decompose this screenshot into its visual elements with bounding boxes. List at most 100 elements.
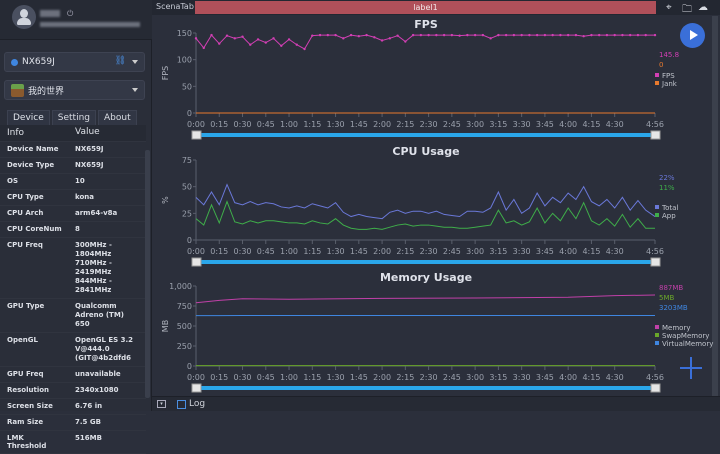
data-point [218,42,220,44]
x-tick-label: 4:15 [582,373,600,382]
android-icon [11,59,18,66]
chart-title: CPU Usage [392,145,459,158]
x-tick-label: 3:45 [536,247,554,256]
row-key: CPU Arch [0,206,72,221]
slider-handle-right[interactable] [651,384,660,392]
y-tick-label: 1,000 [169,282,192,291]
x-tick-label: 4:30 [606,373,624,382]
data-point [654,34,656,36]
x-tick-label: 0:15 [210,373,228,382]
x-tick-label: 4:56 [646,120,664,129]
legend-label: Jank [661,80,678,88]
row-key: Resolution [0,383,72,398]
x-tick-label: 0:00 [187,373,205,382]
data-point [528,34,530,36]
slider-handle-right[interactable] [651,258,660,266]
y-axis-label: % [161,196,170,204]
data-point [544,34,546,36]
data-point [249,44,251,46]
time-range-slider[interactable] [196,260,655,264]
x-tick-label: 1:15 [303,373,321,382]
data-point [195,37,197,39]
user-box: ⏻ [0,0,152,40]
legend-label: Total [661,204,678,212]
data-point [536,34,538,36]
x-tick-label: 4:30 [606,120,624,129]
data-point [621,34,623,36]
row-value: 516MB [72,431,138,453]
data-point [272,37,274,39]
slider-handle-left[interactable] [192,384,201,392]
x-tick-label: 1:15 [303,247,321,256]
data-point [365,34,367,36]
y-tick-label: 75 [182,156,192,165]
app-name: 我的世界 [28,84,64,97]
slider-handle-right[interactable] [651,131,660,139]
x-tick-label: 3:45 [536,120,554,129]
x-tick-label: 3:00 [466,373,484,382]
table-header: Info Value [0,125,146,142]
y-tick-label: 25 [182,209,192,218]
time-range-slider[interactable] [196,133,655,137]
y-tick-label: 750 [177,302,192,311]
data-point [613,34,615,36]
series-line-total [196,185,655,219]
device-dropdown[interactable]: NX659J ⛓ [4,52,145,72]
tab-setting[interactable]: Setting [52,110,96,125]
log-checkbox[interactable] [177,400,186,409]
data-point [404,40,406,42]
row-value: 7.5 GB [72,415,138,430]
data-point [520,34,522,36]
x-tick-label: 3:45 [536,373,554,382]
data-point [319,34,321,36]
slider-handle-left[interactable] [192,131,201,139]
y-tick-label: 500 [177,322,192,331]
data-point [513,34,515,36]
x-tick-label: 2:00 [373,247,391,256]
row-value: 6.76 in [72,399,138,414]
series-line-app [196,202,655,230]
link-icon[interactable]: ⛓ [115,56,126,66]
tab-device[interactable]: Device [7,110,50,125]
slider-handle-left[interactable] [192,258,201,266]
row-value: NX659J [72,142,138,157]
y-axis-label: FPS [161,66,170,81]
x-tick-label: 1:45 [350,247,368,256]
power-icon[interactable]: ⏻ [67,9,73,19]
data-point [567,34,569,36]
data-point [396,34,398,36]
x-tick-label: 1:45 [350,120,368,129]
data-point [458,34,460,36]
time-range-slider[interactable] [196,386,655,390]
chart-title: FPS [414,18,438,31]
tab-about[interactable]: About [98,110,137,125]
row-key: Ram Size [0,415,72,430]
left-scrollbar[interactable] [145,150,150,398]
y-tick-label: 0 [187,109,192,118]
app-dropdown[interactable]: 我的世界 [4,80,145,100]
row-key: OS [0,174,72,189]
avatar[interactable] [12,5,36,29]
legend-swatch [655,341,659,345]
y-tick-label: 100 [177,56,192,65]
data-point [598,34,600,36]
row-key: GPU Type [0,299,72,332]
row-value: unavailable [72,367,138,382]
chevron-down-icon [132,60,138,64]
data-point [443,34,445,36]
collapse-button[interactable]: ▾ [157,400,166,408]
y-tick-label: 250 [177,342,192,351]
row-value: Qualcomm Adreno (TM) 650 [72,299,138,332]
x-tick-label: 1:00 [280,373,298,382]
row-value: 2340x1080 [72,383,138,398]
data-point [311,34,313,36]
legend-swatch [655,81,659,85]
data-point [358,35,360,37]
data-point [381,39,383,41]
